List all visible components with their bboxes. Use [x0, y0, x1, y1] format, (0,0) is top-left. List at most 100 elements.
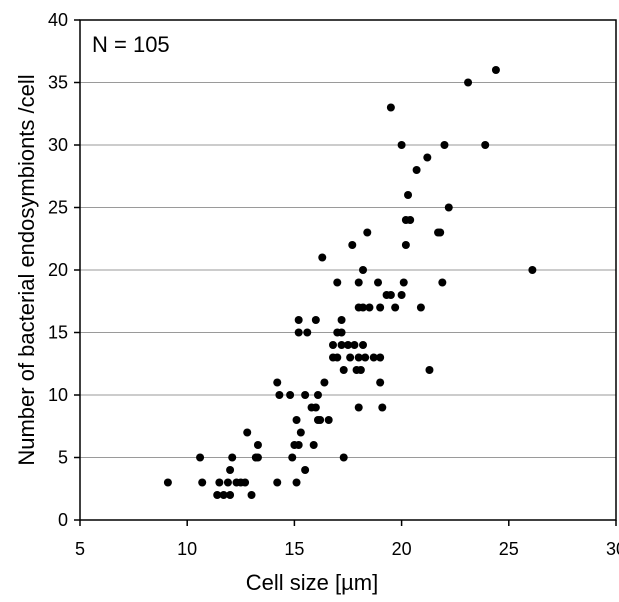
y-tick-label: 25	[48, 198, 68, 218]
data-point	[354, 353, 363, 362]
y-tick-label: 20	[48, 260, 68, 280]
data-point	[247, 491, 256, 499]
data-point	[423, 153, 432, 162]
data-point	[354, 403, 363, 412]
data-point	[219, 491, 228, 499]
data-point	[333, 278, 342, 287]
data-point	[399, 278, 408, 287]
data-point	[425, 366, 434, 374]
x-tick-label: 20	[392, 539, 412, 559]
data-point	[359, 266, 368, 274]
data-point	[328, 341, 337, 349]
data-point	[376, 353, 385, 362]
data-point	[374, 278, 383, 287]
data-point	[241, 478, 250, 487]
data-point	[491, 66, 500, 74]
data-point	[213, 491, 222, 499]
data-point	[198, 478, 207, 487]
data-point	[397, 141, 406, 149]
data-point	[361, 353, 370, 362]
data-point	[363, 228, 372, 237]
data-point	[376, 378, 385, 387]
data-point	[273, 378, 282, 387]
data-point	[350, 341, 359, 349]
data-point	[365, 303, 374, 312]
data-point	[292, 416, 301, 424]
y-tick-label: 40	[48, 10, 68, 30]
data-point	[253, 441, 262, 449]
data-point	[481, 141, 490, 149]
data-point	[316, 416, 325, 424]
data-point	[215, 478, 224, 487]
data-point	[339, 366, 348, 374]
data-point	[369, 353, 378, 362]
data-point	[436, 228, 445, 237]
data-point	[378, 403, 387, 412]
data-point	[324, 416, 333, 424]
data-point	[337, 328, 346, 337]
data-point	[226, 466, 235, 474]
data-point	[223, 478, 232, 487]
data-point	[354, 278, 363, 287]
data-point	[273, 478, 282, 487]
data-point	[386, 103, 395, 112]
data-point	[339, 453, 348, 462]
data-point	[311, 403, 320, 412]
data-point	[438, 278, 447, 287]
x-axis-title: Cell size [µm]	[246, 570, 378, 595]
data-point	[337, 341, 346, 349]
data-point	[348, 241, 357, 249]
data-point	[346, 353, 355, 362]
data-points	[163, 66, 537, 499]
data-point	[275, 391, 284, 399]
data-point	[464, 78, 473, 87]
data-point	[386, 291, 395, 299]
x-tick-label: 5	[75, 539, 85, 559]
data-point	[337, 316, 346, 324]
data-point	[356, 366, 365, 374]
x-tick-label: 15	[284, 539, 304, 559]
data-point	[320, 378, 329, 387]
data-point	[416, 303, 425, 312]
y-axis-title: Number of bacterial endosymbionts /cell	[14, 74, 39, 465]
data-point	[311, 316, 320, 324]
data-point	[359, 341, 368, 349]
data-point	[163, 478, 172, 487]
y-tick-label: 15	[48, 323, 68, 343]
data-point	[294, 441, 303, 449]
data-point	[313, 391, 322, 399]
y-tick-label: 35	[48, 73, 68, 93]
data-point	[391, 303, 400, 312]
data-point	[440, 141, 449, 149]
data-point	[294, 328, 303, 337]
data-point	[401, 241, 410, 249]
data-point	[309, 441, 318, 449]
data-point	[528, 266, 537, 274]
data-point	[318, 253, 327, 262]
data-point	[344, 341, 352, 349]
data-point	[333, 353, 342, 362]
data-point	[301, 391, 310, 399]
data-point	[406, 216, 415, 224]
data-point	[303, 328, 312, 337]
data-point	[296, 428, 305, 437]
data-point	[412, 166, 421, 174]
data-point	[376, 303, 385, 312]
data-point	[292, 478, 301, 487]
y-tick-label: 10	[48, 385, 68, 405]
data-point	[196, 453, 205, 462]
y-tick-label: 0	[58, 510, 68, 530]
n-annotation: N = 105	[92, 32, 170, 57]
x-tick-label: 30	[606, 539, 619, 559]
data-point	[286, 391, 295, 399]
data-point	[253, 453, 262, 462]
data-point	[228, 453, 237, 462]
data-point	[226, 491, 235, 499]
y-tick-label: 5	[58, 448, 68, 468]
gridlines	[80, 82, 616, 458]
data-point	[404, 191, 413, 199]
data-point	[397, 291, 406, 299]
x-tick-label: 10	[177, 539, 197, 559]
data-point	[294, 316, 303, 324]
